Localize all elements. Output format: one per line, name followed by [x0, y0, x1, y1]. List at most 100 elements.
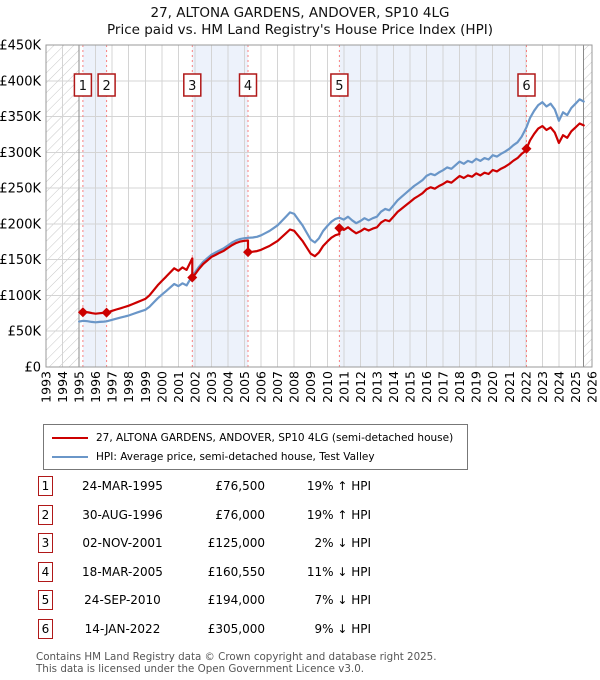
sale-number-box-label: 4 — [244, 79, 252, 94]
sale-number-box-label: 5 — [335, 79, 343, 94]
x-axis-tick-label: 2026 — [585, 371, 600, 403]
chart-title: 27, ALTONA GARDENS, ANDOVER, SP10 4LG — [150, 5, 450, 21]
x-axis-tick-label: 2000 — [154, 371, 169, 403]
sale-number-box-label: 2 — [102, 79, 110, 94]
x-axis-tick-label: 1995 — [72, 371, 87, 403]
chart-subtitle: Price paid vs. HM Land Registry's House … — [107, 22, 493, 38]
x-axis-tick-label: 1998 — [121, 371, 136, 403]
sale-date: 30-AUG-1996 — [82, 507, 163, 522]
sale-number-box-label: 6 — [522, 79, 530, 94]
ownership-band — [339, 45, 527, 367]
x-axis-tick-label: 2012 — [353, 371, 368, 403]
sale-point-marker — [521, 143, 532, 154]
series-line-hpi — [78, 98, 585, 324]
x-axis-tick-label: 2007 — [270, 371, 285, 403]
plot-border — [45, 44, 593, 368]
sale-hpi-delta: 9% ↓ HPI — [314, 621, 371, 636]
x-axis-tick-label: 2005 — [237, 371, 252, 403]
x-axis-tick-label: 2020 — [485, 371, 500, 403]
sale-hpi-delta: 11% ↓ HPI — [306, 564, 371, 579]
sale-number-box-label: 3 — [188, 79, 196, 94]
y-axis-tick-label: £200K — [0, 217, 41, 232]
sale-price: £125,000 — [207, 536, 265, 551]
ownership-band — [192, 45, 249, 367]
legend-line-sample-red — [52, 436, 88, 439]
x-axis-tick-label: 2010 — [320, 371, 335, 403]
sale-row: 2 30-AUG-1996 £76,000 19% ↑ HPI — [38, 504, 371, 525]
x-axis-tick-label: 1999 — [138, 371, 153, 403]
sale-row: 4 18-MAR-2005 £160,550 11% ↓ HPI — [38, 561, 371, 582]
sale-row: 6 14-JAN-2022 £305,000 9% ↓ HPI — [38, 618, 371, 639]
sale-date: 14-JAN-2022 — [84, 621, 161, 636]
sale-price: £194,000 — [207, 593, 265, 608]
sale-price: £305,000 — [207, 621, 265, 636]
no-data-hatch — [583, 45, 592, 367]
x-axis-tick-label: 2025 — [568, 371, 583, 403]
sale-hpi-delta: 19% ↑ HPI — [306, 507, 371, 522]
x-axis-tick-label: 2009 — [303, 371, 318, 403]
x-axis-tick-label: 1997 — [105, 371, 120, 403]
y-axis-tick-label: £100K — [0, 289, 41, 304]
y-axis-tick-label: £350K — [0, 110, 41, 125]
y-axis-tick-label: £300K — [0, 146, 41, 161]
legend-item-hpi: HPI: Average price, semi-detached house,… — [52, 449, 459, 464]
sale-number-box — [238, 73, 258, 97]
x-axis-tick-label: 1996 — [88, 371, 103, 403]
y-axis-tick-label: £0 — [24, 361, 41, 376]
sales-table: 1 24-MAR-1995 £76,500 19% ↑ HPI 2 30-AUG-1996… — [38, 476, 371, 639]
sale-number-box-label: 1 — [79, 79, 87, 94]
sale-number-box — [183, 73, 202, 97]
sale-row: 1 24-MAR-1995 £76,500 19% ↑ HPI — [38, 476, 371, 496]
sale-price: £76,000 — [215, 507, 265, 522]
x-axis-tick-label: 1993 — [39, 371, 54, 403]
sale-point-marker — [77, 307, 88, 318]
sale-date: 24-SEP-2010 — [84, 593, 161, 608]
x-axis-tick-label: 2016 — [419, 371, 434, 403]
x-axis-tick-label: 2018 — [452, 371, 467, 403]
sale-number-badge: 6 — [38, 618, 53, 639]
legend-line-sample-blue — [52, 455, 88, 458]
footer: Contains HM Land Registry data © Crown c… — [36, 651, 437, 675]
x-axis-tick-label: 2001 — [171, 371, 186, 403]
sale-number-badge: 2 — [38, 504, 53, 525]
footer-line-2: This data is licensed under the Open Gov… — [36, 663, 365, 675]
sale-number-badge: 5 — [38, 590, 53, 611]
series-line-property — [81, 122, 585, 315]
y-axis-tick-label: £400K — [0, 74, 41, 89]
sale-number-badge: 1 — [38, 476, 53, 496]
sale-row: 3 02-NOV-2001 £125,000 2% ↓ HPI — [38, 533, 371, 554]
x-axis-tick-label: 2015 — [403, 371, 418, 403]
sale-price: £76,500 — [215, 479, 265, 493]
sale-row: 5 24-SEP-2010 £194,000 7% ↓ HPI — [38, 590, 371, 611]
sale-point-marker — [243, 247, 254, 258]
x-axis-tick-label: 2004 — [221, 371, 236, 403]
legend-label: HPI: Average price, semi-detached house,… — [96, 450, 375, 463]
x-axis-tick-label: 2003 — [204, 371, 219, 403]
x-axis-tick-label: 2019 — [469, 371, 484, 403]
x-axis-tick-label: 2022 — [518, 371, 533, 403]
sale-number-box — [517, 73, 536, 97]
sale-point-marker — [334, 223, 345, 234]
x-axis-tick-label: 1994 — [55, 371, 70, 403]
x-axis-tick-label: 2023 — [535, 371, 550, 403]
ownership-band — [82, 45, 107, 367]
legend-item-property: 27, ALTONA GARDENS, ANDOVER, SP10 4LG (s… — [52, 430, 459, 445]
sale-date: 18-MAR-2005 — [82, 564, 163, 579]
sale-number-box — [330, 73, 349, 97]
legend-label: 27, ALTONA GARDENS, ANDOVER, SP10 4LG (s… — [96, 431, 454, 444]
sale-price: £160,550 — [207, 564, 265, 579]
x-axis-tick-label: 2002 — [187, 371, 202, 403]
sale-point-marker — [187, 272, 198, 283]
sale-date: 02-NOV-2001 — [82, 536, 163, 551]
sale-hpi-delta: 7% ↓ HPI — [314, 593, 371, 608]
sale-hpi-delta: 2% ↓ HPI — [314, 536, 371, 551]
x-axis-tick-label: 2013 — [369, 371, 384, 403]
footer-line-1: Contains HM Land Registry data © Crown c… — [36, 651, 437, 663]
x-axis-tick-label: 2017 — [436, 371, 451, 403]
sale-number-box — [97, 73, 116, 97]
sale-number-box — [73, 73, 93, 97]
x-axis-tick-label: 2024 — [551, 371, 566, 403]
sale-number-badge: 3 — [38, 533, 53, 554]
x-axis-tick-label: 2008 — [287, 371, 302, 403]
